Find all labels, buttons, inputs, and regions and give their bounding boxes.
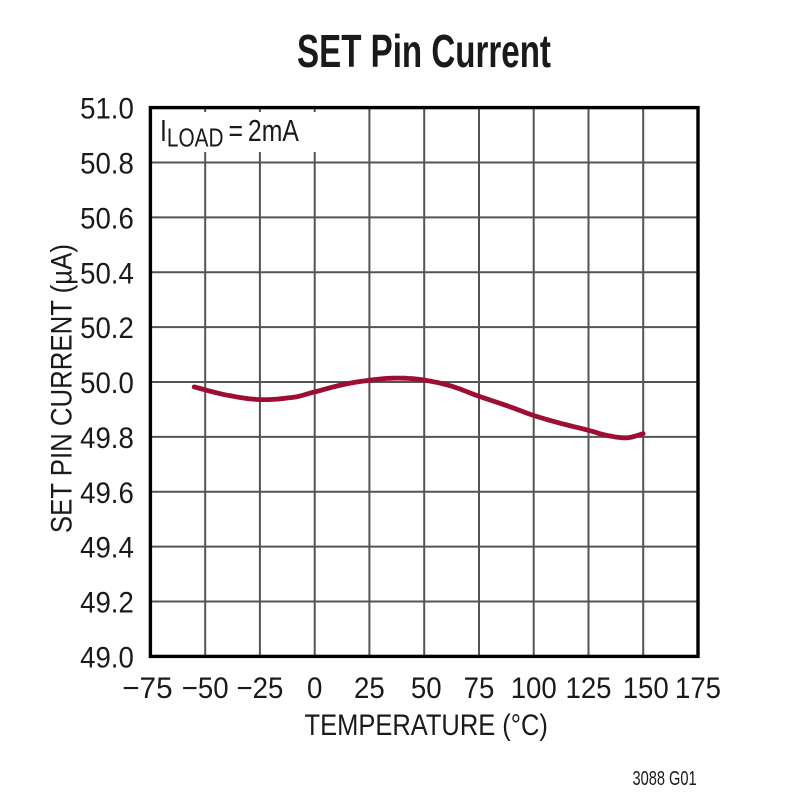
svg-text:50.0: 50.0 [80, 367, 134, 400]
svg-text:−50: −50 [182, 672, 229, 705]
svg-text:SET PIN CURRENT (µA): SET PIN CURRENT (µA) [45, 244, 78, 533]
svg-text:−75: −75 [122, 672, 172, 705]
svg-text:49.0: 49.0 [80, 641, 134, 674]
svg-text:51.0: 51.0 [80, 93, 134, 126]
svg-text:SET Pin Current: SET Pin Current [297, 27, 551, 77]
svg-text:49.2: 49.2 [80, 587, 134, 620]
svg-text:50.2: 50.2 [80, 312, 134, 345]
svg-text:50: 50 [411, 672, 442, 705]
svg-text:49.6: 49.6 [80, 477, 134, 510]
svg-text:50.6: 50.6 [80, 202, 134, 235]
svg-text:TEMPERATURE (°C): TEMPERATURE (°C) [305, 708, 548, 741]
svg-text:ILOAD = 2mA: ILOAD = 2mA [160, 114, 299, 152]
svg-text:50.8: 50.8 [80, 148, 134, 181]
svg-text:25: 25 [354, 672, 385, 705]
svg-text:175: 175 [675, 672, 721, 705]
svg-text:50.4: 50.4 [80, 257, 134, 290]
svg-text:49.8: 49.8 [80, 422, 134, 455]
svg-text:150: 150 [623, 672, 669, 705]
svg-text:3088 G01: 3088 G01 [632, 767, 696, 790]
svg-text:49.4: 49.4 [80, 532, 134, 565]
svg-text:125: 125 [565, 672, 611, 705]
svg-text:−25: −25 [237, 672, 284, 705]
svg-text:0: 0 [307, 672, 322, 705]
svg-text:75: 75 [464, 672, 495, 705]
svg-text:100: 100 [511, 672, 557, 705]
